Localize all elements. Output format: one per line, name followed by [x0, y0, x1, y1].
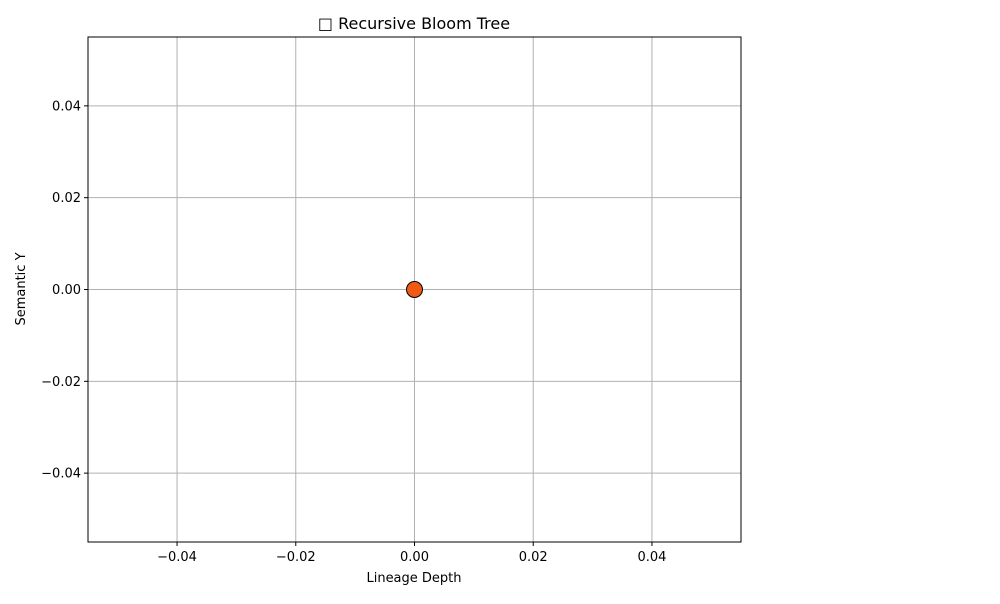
- x-tick-label: −0.02: [276, 550, 316, 565]
- data-points: [406, 281, 423, 298]
- y-axis-ticks: −0.04 −0.02 0.00 0.02 0.04: [41, 99, 88, 482]
- y-tick-label: −0.04: [41, 467, 81, 482]
- x-tick-label: 0.00: [400, 550, 429, 565]
- y-tick-label: 0.02: [52, 191, 81, 206]
- y-tick-label: 0.04: [52, 99, 81, 114]
- y-tick-label: −0.02: [41, 375, 81, 390]
- x-tick-label: 0.04: [637, 550, 666, 565]
- x-tick-label: 0.02: [519, 550, 548, 565]
- x-axis-label: Lineage Depth: [366, 571, 461, 586]
- grid-lines: [88, 37, 741, 542]
- chart-title: □ Recursive Bloom Tree: [318, 14, 510, 33]
- x-axis-ticks: −0.04 −0.02 0.00 0.02 0.04: [157, 542, 666, 565]
- scatter-point: [406, 281, 423, 298]
- y-axis-label: Semantic Y: [14, 252, 29, 325]
- x-tick-label: −0.04: [157, 550, 197, 565]
- y-tick-label: 0.00: [52, 283, 81, 298]
